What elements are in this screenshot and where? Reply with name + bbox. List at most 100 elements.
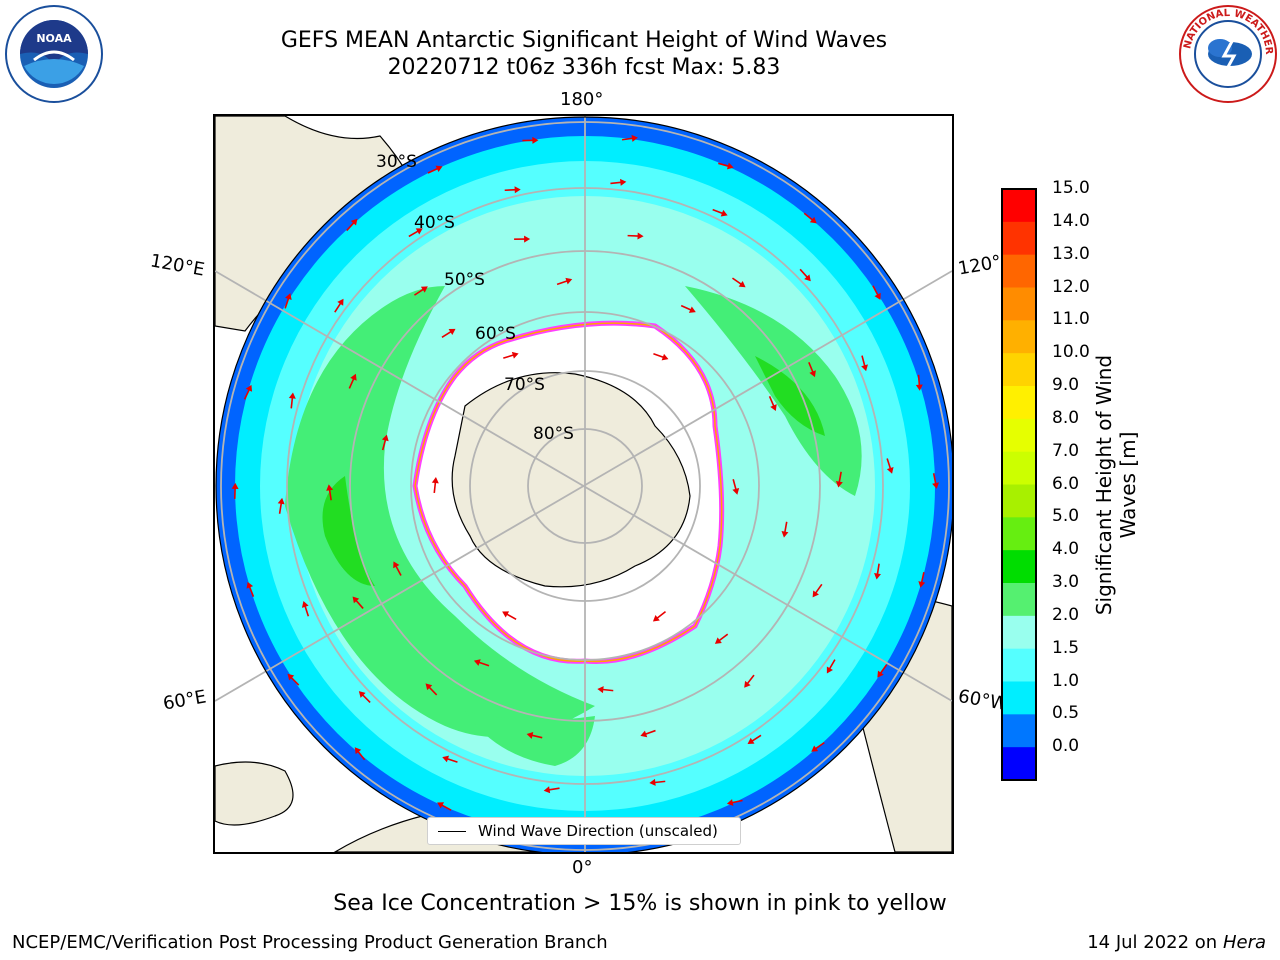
wind-arrow-icon [732, 277, 746, 288]
colorbar-cell [1002, 254, 1036, 288]
colorbar-tick-label: 11.0 [1052, 309, 1090, 330]
wind-arrow-icon [284, 293, 292, 309]
wind-arrow-icon [441, 328, 456, 338]
sea-ice-note: Sea Ice Concentration > 15% is shown in … [333, 891, 947, 916]
colorbar-cell [1002, 320, 1036, 354]
colorbar-cell [1002, 583, 1036, 617]
wave-band-3-indian-ocean [285, 286, 595, 738]
wind-arrow-icon [231, 482, 239, 499]
wind-arrow-icon [503, 351, 519, 359]
wind-arrow-icon [442, 755, 458, 763]
colorbar-tick-label: 12.0 [1052, 276, 1090, 297]
wind-arrow-icon [861, 355, 868, 372]
legend-line-icon [438, 831, 466, 832]
colorbar-cell [1002, 451, 1036, 485]
landmass-madagascar [215, 761, 294, 826]
wind-arrow-icon [502, 611, 517, 620]
colorbar-tick-label: 13.0 [1052, 243, 1090, 264]
wind-arrow-icon [781, 521, 789, 538]
wind-arrows [231, 134, 940, 837]
wind-arrow-icon [597, 686, 614, 694]
footer-date: 14 Jul 2022 on Hera [1087, 932, 1266, 953]
lon-label-120e: 120°E [148, 250, 207, 281]
wind-arrow-icon [877, 664, 888, 678]
colorbar-cell [1002, 615, 1036, 650]
wind-arrow-icon [732, 479, 740, 495]
lat-label-70s: 70°S [504, 375, 545, 395]
colorbar-tick-label: 9.0 [1052, 375, 1080, 395]
colorbar-tick-label: 6.0 [1052, 473, 1080, 494]
wind-arrow-icon [393, 561, 402, 576]
svg-text:NOAA: NOAA [36, 32, 72, 45]
lon-label-0: 0° [572, 857, 593, 878]
colorbar-cell [1002, 681, 1036, 715]
wind-arrow-icon [680, 304, 696, 313]
wind-arrow-icon [348, 373, 357, 389]
colorbar-tick-label: 2.0 [1052, 604, 1080, 625]
wind-arrow-icon [346, 218, 358, 232]
wind-arrow-icon [803, 212, 817, 224]
wind-arrow-icon [649, 778, 666, 786]
map-boundary [215, 116, 952, 852]
wind-arrow-icon [886, 458, 894, 474]
wind-arrow-icon [288, 392, 296, 409]
wind-arrow-icon [354, 747, 366, 761]
colorbar-tick-label: 0.5 [1052, 703, 1080, 724]
colorbar-cell [1002, 714, 1036, 748]
colorbar-title: Significant Height of Wind Waves [m] [1092, 355, 1140, 615]
colorbar-cell [1002, 517, 1036, 551]
wind-arrow-icon [556, 277, 573, 286]
wind-arrow-icon [408, 228, 423, 238]
wind-arrow-icon [718, 162, 734, 170]
colorbar-cell [1002, 189, 1036, 223]
wind-arrow-icon [918, 571, 926, 588]
colorbar-tick-label: 3.0 [1052, 572, 1080, 592]
wind-arrow-icon [610, 178, 627, 186]
colorbar-title-line1: Significant Height of Wind [1092, 354, 1116, 616]
lat-label-40s: 40°S [414, 213, 455, 233]
colorbar-tick-label: 5.0 [1052, 506, 1080, 527]
sea-ice-edge-inner [414, 322, 723, 663]
graticule [215, 116, 952, 852]
colorbar-tick-label: 14.0 [1052, 210, 1090, 231]
footer-date-text: 14 Jul 2022 on [1087, 932, 1223, 953]
wind-arrow-icon [277, 497, 285, 514]
wind-arrow-icon [872, 285, 881, 300]
nws-logo-icon: NATIONAL WEATHER SERVICE [1178, 4, 1277, 103]
map-legend: Wind Wave Direction (unscaled) [427, 817, 741, 845]
map-panel [213, 114, 954, 854]
wind-arrow-icon [526, 732, 543, 739]
colorbar-tick-label: 7.0 [1052, 440, 1080, 461]
chart-title-line1: GEFS MEAN Antarctic Significant Height o… [280, 28, 888, 53]
wind-arrow-icon [835, 471, 843, 488]
wind-arrow-icon [301, 601, 310, 617]
wind-arrow-icon [932, 473, 940, 489]
wind-arrow-icon [621, 134, 638, 142]
wind-arrow-icon [811, 741, 825, 752]
wind-arrow-icon [653, 352, 669, 361]
colorbar-cell [1002, 484, 1036, 518]
wind-arrow-icon [243, 384, 253, 400]
footer-credit: NCEP/EMC/Verification Post Processing Pr… [12, 932, 608, 953]
colorbar-cell [1002, 550, 1036, 584]
wind-arrow-icon [808, 362, 816, 378]
lat-label-30s: 30°S [376, 152, 417, 172]
wind-arrow-icon [425, 683, 438, 696]
colorbar-tick-label: 1.5 [1052, 637, 1080, 658]
colorbar-tick-label: 1.0 [1052, 670, 1080, 691]
lat-label-80s: 80°S [533, 424, 574, 444]
colorbar-cell [1002, 648, 1036, 682]
colorbar [1001, 188, 1037, 781]
wind-arrow-icon [287, 673, 300, 686]
wind-arrow-icon [812, 583, 823, 598]
colorbar-cell [1002, 353, 1036, 387]
wind-arrow-icon [431, 477, 439, 494]
wind-arrow-icon [799, 268, 811, 282]
wind-arrow-icon [726, 799, 743, 806]
wind-arrow-icon [627, 232, 644, 240]
legend-label: Wind Wave Direction (unscaled) [478, 822, 718, 840]
chart-title-line2: 20220712 t06z 336h fcst Max: 5.83 [387, 55, 781, 80]
colorbar-title-line2: Waves [m] [1116, 431, 1140, 539]
wind-arrow-icon [246, 581, 255, 598]
colorbar-cell [1002, 221, 1036, 256]
